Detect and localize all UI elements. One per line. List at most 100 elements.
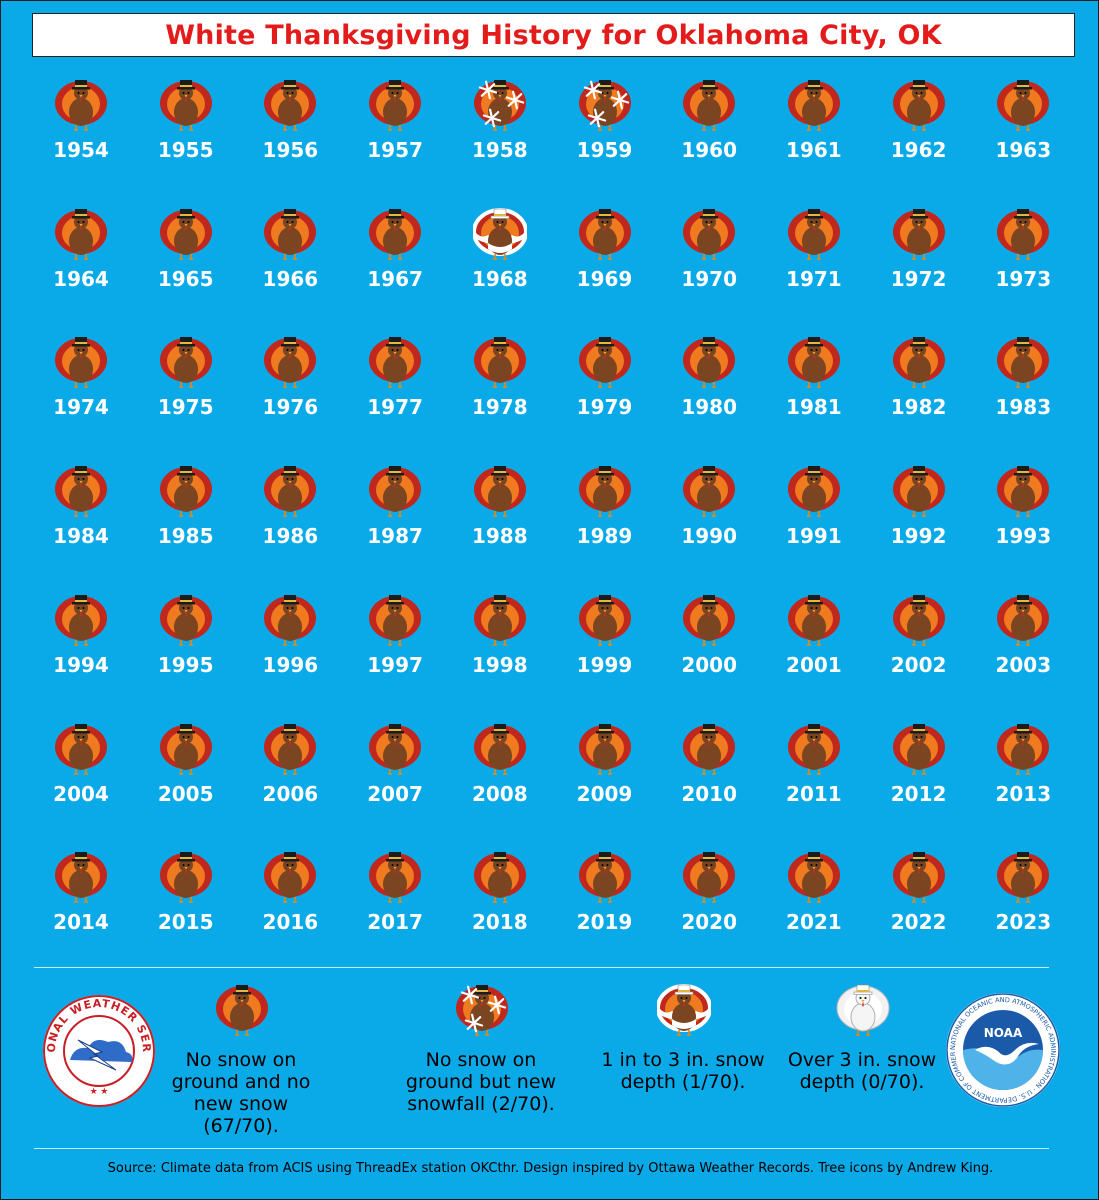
year-cell: 1978: [448, 331, 552, 451]
year-cell: 2013: [971, 718, 1075, 838]
year-label: 1968: [471, 266, 528, 291]
year-label: 1960: [681, 138, 738, 162]
year-cell: 1966: [238, 203, 342, 323]
year-cell: 1957: [343, 74, 447, 194]
title-box: White Thanksgiving History for Oklahoma …: [32, 13, 1075, 57]
year-label: 1977: [367, 395, 423, 420]
year-label: 1985: [157, 524, 214, 549]
year-cell: 1996: [238, 589, 342, 709]
year-label: 1993: [995, 524, 1052, 549]
year-label: 1962: [890, 138, 947, 162]
year-label: 2010: [681, 781, 738, 806]
legend-label: 1 in to 3 in. snow depth (1/70).: [601, 1049, 765, 1093]
year-label: 2002: [890, 652, 947, 677]
year-cell: 1962: [867, 74, 971, 194]
year-label: 1982: [890, 395, 947, 420]
source-note: Source: Climate data from ACIS using Thr…: [107, 1161, 994, 1176]
year-label: 1963: [995, 138, 1052, 162]
year-label: 2018: [471, 910, 528, 935]
year-label: 2012: [890, 781, 947, 806]
year-label: 2023: [995, 910, 1052, 935]
year-grid: 1954 1955 1956 1957 1958 1959 1960 1961 1962 1963…: [1, 1, 1099, 961]
year-label: 1954: [53, 138, 109, 162]
year-label: 1986: [262, 524, 319, 549]
noaa-logo-text: NOAA: [984, 1026, 1023, 1040]
year-label: 1989: [576, 524, 633, 549]
year-label: 2004: [53, 781, 109, 806]
year-cell: 1979: [553, 331, 657, 451]
year-label: 1992: [890, 524, 947, 549]
year-cell: 1963: [971, 74, 1075, 194]
year-cell: 2010: [657, 718, 761, 838]
year-cell: 1985: [134, 460, 238, 580]
year-cell: 1980: [657, 331, 761, 451]
year-cell: 1989: [553, 460, 657, 580]
year-cell: 2008: [448, 718, 552, 838]
year-cell: 2017: [343, 846, 447, 966]
year-cell: 1965: [134, 203, 238, 323]
year-cell: 2021: [762, 846, 866, 966]
year-label: 1973: [995, 266, 1052, 291]
year-cell: 2014: [29, 846, 133, 966]
year-cell: 2007: [343, 718, 447, 838]
year-label: 1980: [681, 395, 738, 420]
year-cell: 1987: [343, 460, 447, 580]
year-label: 1983: [995, 395, 1052, 420]
year-cell: 2020: [657, 846, 761, 966]
year-cell: 1982: [867, 331, 971, 451]
year-label: 1987: [367, 524, 423, 549]
year-label: 1965: [157, 266, 214, 291]
year-label: 1967: [367, 266, 423, 291]
year-cell: 1958: [448, 74, 552, 194]
year-label: 2007: [367, 781, 423, 806]
year-cell: 1997: [343, 589, 447, 709]
year-cell: 1986: [238, 460, 342, 580]
year-cell: 2023: [971, 846, 1075, 966]
year-label: 1988: [471, 524, 528, 549]
year-label: 1975: [157, 395, 214, 420]
nws-logo: NATIONAL WEATHER SERVICE ★ ★: [42, 994, 155, 1107]
year-cell: 1955: [134, 74, 238, 194]
year-label: 2016: [262, 910, 319, 935]
year-cell: 2015: [134, 846, 238, 966]
year-cell: 1993: [971, 460, 1075, 580]
year-cell: 1954: [29, 74, 133, 194]
year-label: 2017: [367, 910, 423, 935]
divider: [34, 1148, 1049, 1149]
year-label: 1955: [157, 138, 214, 162]
year-label: 1990: [681, 524, 738, 549]
year-label: 1958: [471, 138, 528, 162]
year-cell: 2002: [867, 589, 971, 709]
year-cell: 2011: [762, 718, 866, 838]
year-cell: 1959: [553, 74, 657, 194]
year-label: 1995: [157, 652, 214, 677]
year-cell: 1995: [134, 589, 238, 709]
legend-label: Over 3 in. snow depth (0/70).: [787, 1049, 937, 1093]
chart-title: White Thanksgiving History for Oklahoma …: [165, 19, 942, 51]
year-label: 2001: [786, 652, 842, 677]
year-label: 1971: [786, 266, 842, 291]
year-label: 2008: [471, 781, 528, 806]
year-cell: 1972: [867, 203, 971, 323]
divider: [34, 967, 1049, 968]
year-cell: 2005: [134, 718, 238, 838]
year-cell: 1977: [343, 331, 447, 451]
year-cell: 1991: [762, 460, 866, 580]
legend-label: No snow on ground but new snowfall (2/70…: [405, 1049, 557, 1115]
year-cell: 1956: [238, 74, 342, 194]
year-label: 1981: [786, 395, 842, 420]
year-cell: 2012: [867, 718, 971, 838]
year-cell: 1960: [657, 74, 761, 194]
year-label: 1970: [681, 266, 738, 291]
year-label: 2014: [53, 910, 109, 935]
year-cell: 1975: [134, 331, 238, 451]
year-label: 1979: [576, 395, 633, 420]
year-cell: 2022: [867, 846, 971, 966]
year-label: 2021: [786, 910, 842, 935]
year-label: 2000: [681, 652, 738, 677]
year-cell: 2004: [29, 718, 133, 838]
year-label: 1998: [471, 652, 528, 677]
year-cell: 1969: [553, 203, 657, 323]
year-cell: 1984: [29, 460, 133, 580]
